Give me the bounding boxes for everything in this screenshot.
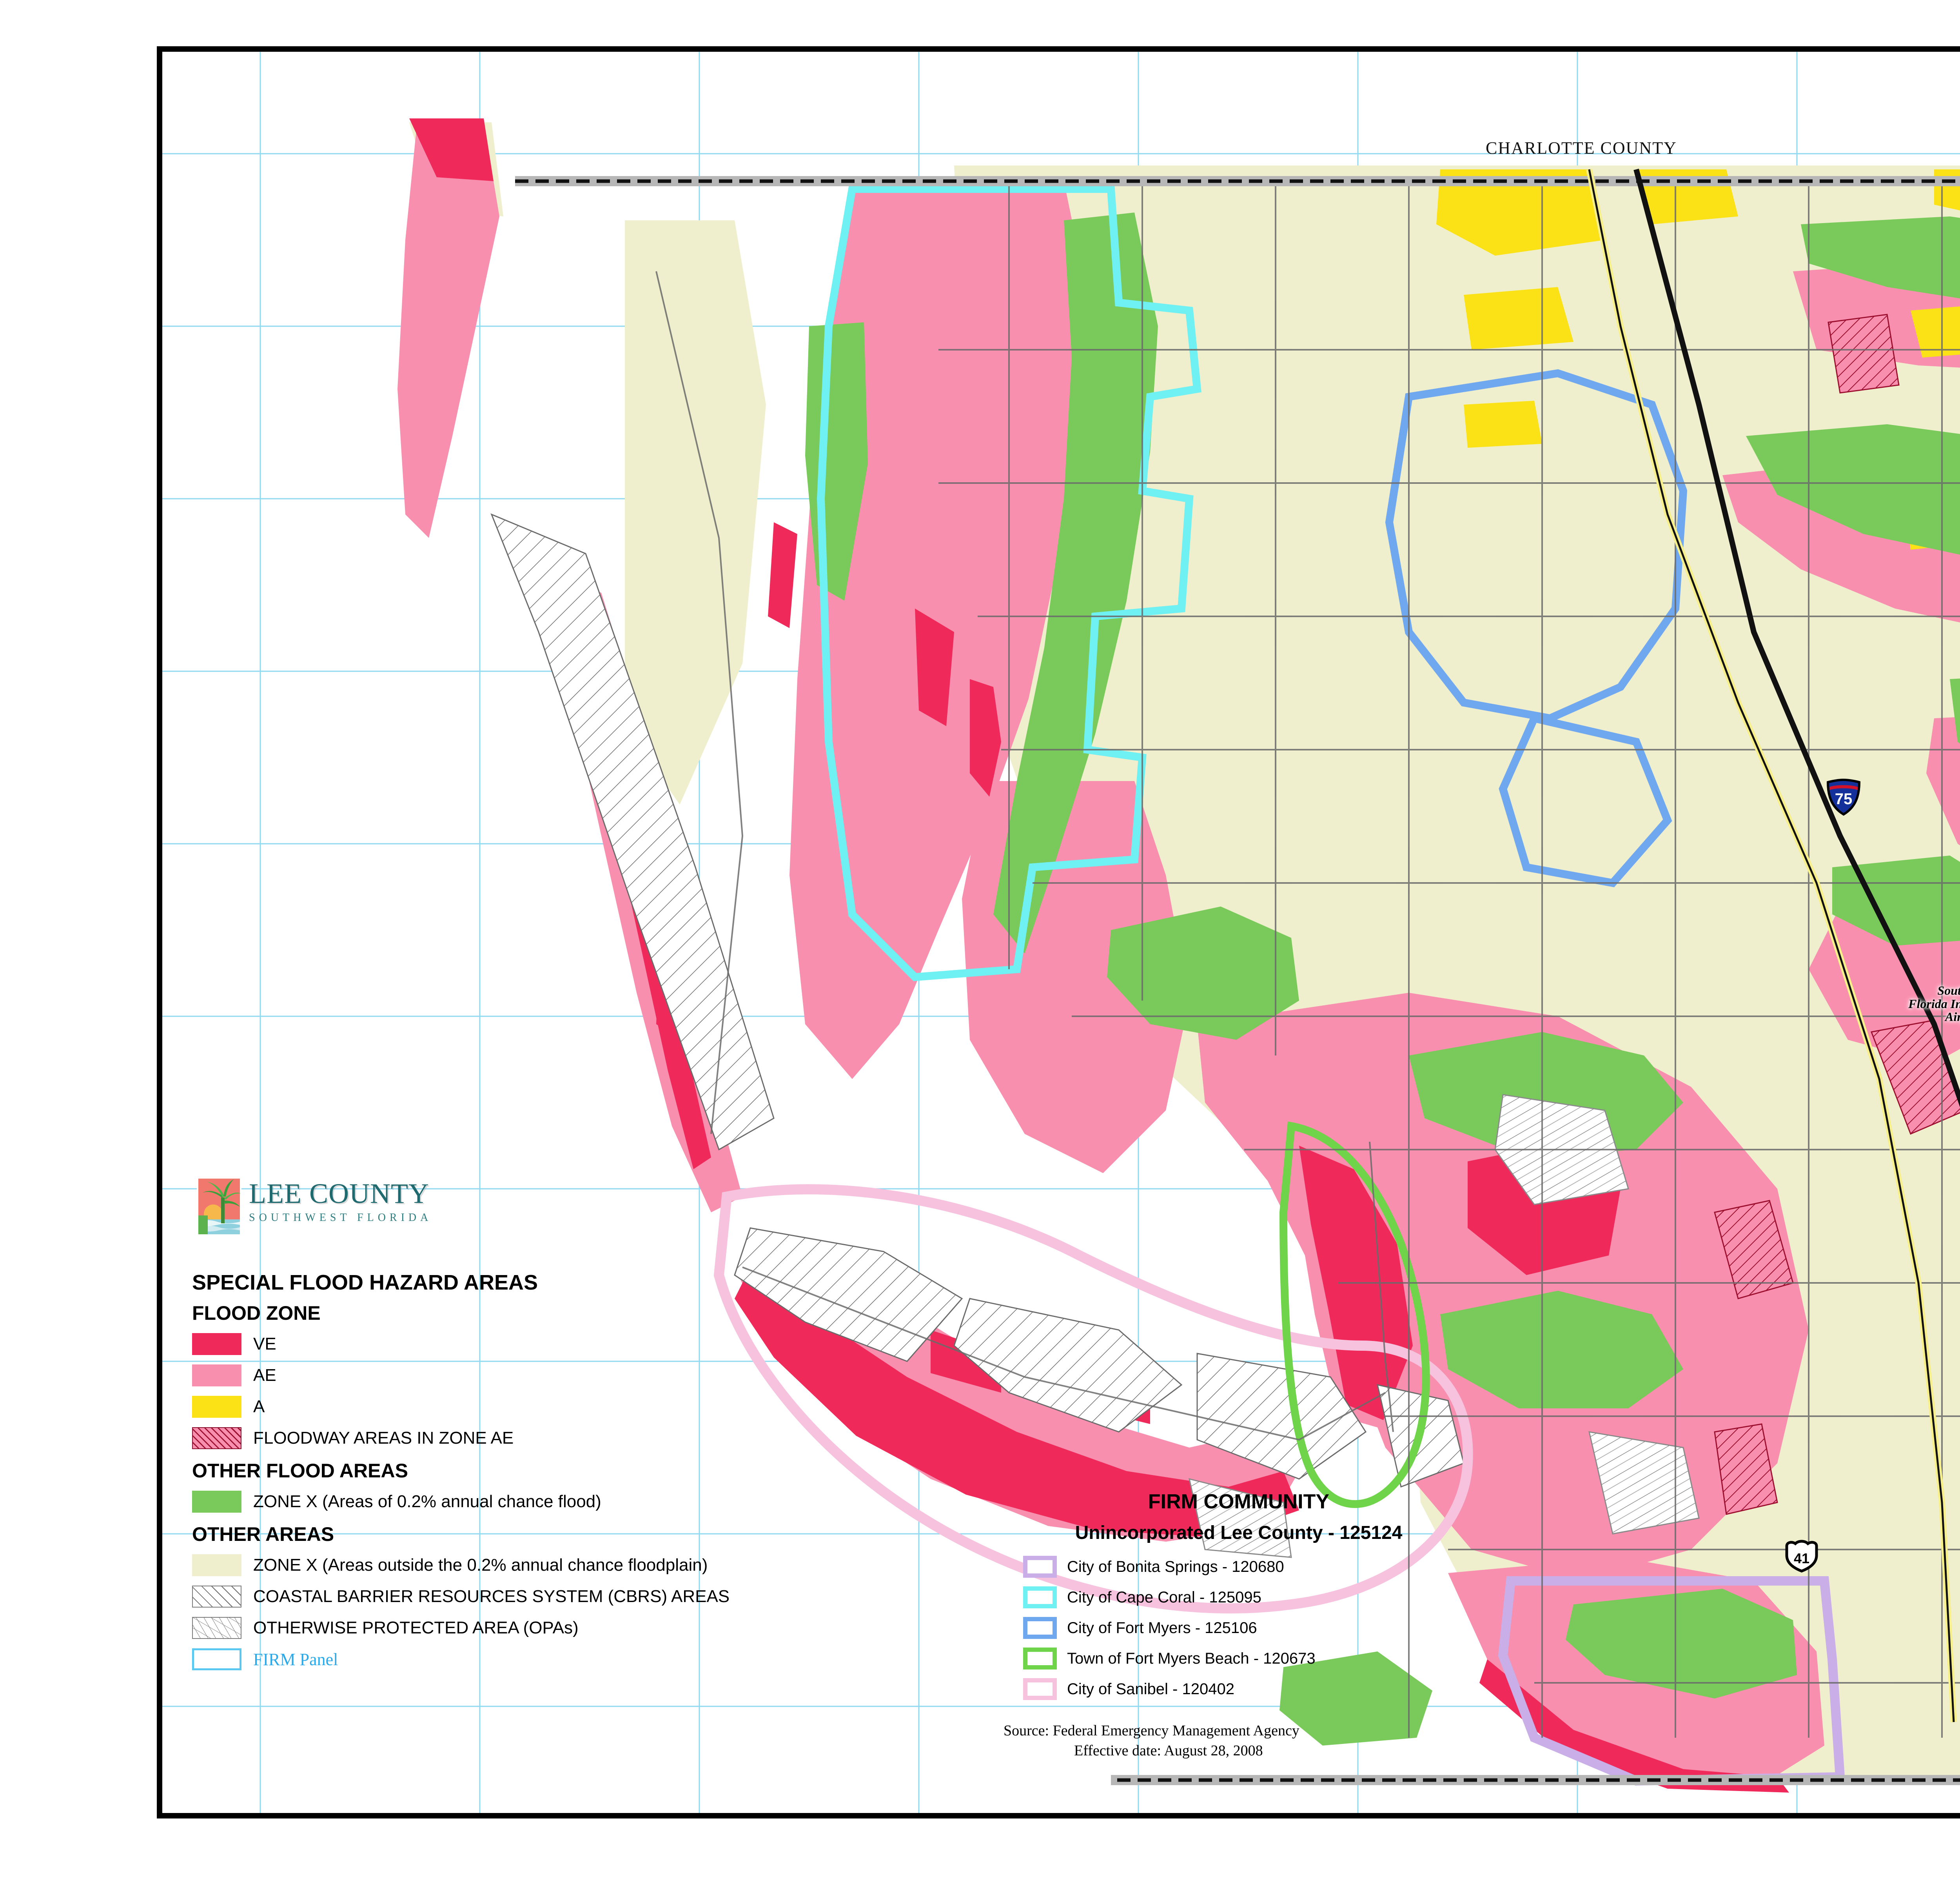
us-41-shield-icon: 41 xyxy=(1784,1539,1820,1575)
legend-item-firm-panel[interactable]: FIRM Panel xyxy=(192,1645,937,1673)
community-item-bonita-springs[interactable]: City of Bonita Springs - 120680 xyxy=(964,1552,1513,1581)
palm-tree-logo-icon xyxy=(197,1177,241,1236)
legend-label-firm-panel: FIRM Panel xyxy=(253,1649,338,1669)
lee-county-logo: LEE COUNTY SOUTHWEST FLORIDA xyxy=(196,1176,439,1255)
floodway-areas xyxy=(1714,314,1960,1515)
community-item-sanibel[interactable]: City of Sanibel - 120402 xyxy=(964,1675,1513,1704)
legend-label-ae: AE xyxy=(253,1366,276,1385)
swatch-firm-panel xyxy=(192,1648,241,1670)
cbrs-areas xyxy=(490,513,1465,1488)
label-charlotte-county: CHARLOTTE COUNTY xyxy=(1486,138,1677,158)
firm-community-panel: FIRM COMMUNITY Unincorporated Lee County… xyxy=(964,1490,1513,1761)
fort-myers-boundary xyxy=(1385,369,1688,723)
community-item-fort-myers[interactable]: City of Fort Myers - 125106 xyxy=(964,1613,1513,1642)
source-block: Source: Federal Emergency Management Age… xyxy=(964,1721,1513,1761)
interstate-75-shield-icon: 75 xyxy=(1825,778,1862,818)
effective-date-line: Effective date: August 28, 2008 xyxy=(1074,1742,1263,1759)
community-label-fort-myers: City of Fort Myers - 125106 xyxy=(1067,1619,1257,1637)
swatch-zone-x-open xyxy=(192,1554,241,1576)
flood-zone-map[interactable] xyxy=(162,52,1960,1813)
logo-name: LEE COUNTY xyxy=(249,1178,429,1209)
legend-item-floodway[interactable]: FLOODWAY AREAS IN ZONE AE xyxy=(192,1424,937,1452)
legend-header-flood-zone: FLOOD ZONE xyxy=(192,1302,321,1324)
legend-item-opa[interactable]: OTHERWISE PROTECTED AREA (OPAs) xyxy=(192,1614,937,1642)
legend-item-a[interactable]: A xyxy=(192,1393,937,1421)
legend-item-ve[interactable]: VE xyxy=(192,1330,937,1358)
us-41-line xyxy=(1588,169,1955,1722)
firm-community-title: FIRM COMMUNITY xyxy=(1148,1490,1330,1513)
label-southwest-florida-international-airport: SouthwestFlorida InternationalAirport xyxy=(1908,983,1960,1024)
sanibel-boundary xyxy=(713,1184,1473,1614)
swatch-sanibel xyxy=(1023,1678,1057,1700)
swatch-opa xyxy=(192,1617,241,1639)
swatch-zone-x-shaded xyxy=(192,1491,241,1513)
swatch-ae xyxy=(192,1364,241,1386)
legend-label-floodway: FLOODWAY AREAS IN ZONE AE xyxy=(253,1428,514,1448)
legend-label-zone-x-open: ZONE X (Areas outside the 0.2% annual ch… xyxy=(253,1555,708,1575)
swatch-fort-myers xyxy=(1023,1617,1057,1639)
firm-community-primary: Unincorporated Lee County - 125124 xyxy=(1075,1522,1403,1543)
swatch-ve xyxy=(192,1333,241,1355)
legend-item-zone-x-open[interactable]: ZONE X (Areas outside the 0.2% annual ch… xyxy=(192,1551,937,1579)
swatch-cbrs xyxy=(192,1586,241,1608)
legend-header-special-flood-hazard-areas: SPECIAL FLOOD HAZARD AREAS xyxy=(192,1271,538,1294)
legend-header-other-flood-areas: OTHER FLOOD AREAS xyxy=(192,1460,408,1482)
legend-label-opa: OTHERWISE PROTECTED AREA (OPAs) xyxy=(253,1618,579,1637)
community-label-sanibel: City of Sanibel - 120402 xyxy=(1067,1680,1234,1698)
community-label-fort-myers-beach: Town of Fort Myers Beach - 120673 xyxy=(1067,1649,1316,1667)
svg-text:75: 75 xyxy=(1835,790,1853,808)
community-item-fort-myers-beach[interactable]: Town of Fort Myers Beach - 120673 xyxy=(964,1644,1513,1673)
community-label-bonita-springs: City of Bonita Springs - 120680 xyxy=(1067,1558,1284,1575)
swatch-a xyxy=(192,1396,241,1418)
svg-text:41: 41 xyxy=(1794,1550,1809,1566)
legend-label-cbrs: COASTAL BARRIER RESOURCES SYSTEM (CBRS) … xyxy=(253,1587,730,1606)
swatch-floodway xyxy=(192,1427,241,1449)
legend-item-ae[interactable]: AE xyxy=(192,1361,937,1390)
community-label-cape-coral: City of Cape Coral - 125095 xyxy=(1067,1588,1261,1606)
source-line: Source: Federal Emergency Management Age… xyxy=(1004,1722,1299,1739)
legend-item-cbrs[interactable]: COASTAL BARRIER RESOURCES SYSTEM (CBRS) … xyxy=(192,1582,937,1611)
map-canvas[interactable] xyxy=(162,52,1960,1813)
map-legend: SPECIAL FLOOD HAZARD AREAS FLOOD ZONE VE… xyxy=(192,1270,937,1677)
logo-subtitle: SOUTHWEST FLORIDA xyxy=(249,1212,432,1224)
legend-label-ve: VE xyxy=(253,1334,276,1353)
legend-label-a: A xyxy=(253,1397,265,1416)
community-item-cape-coral[interactable]: City of Cape Coral - 125095 xyxy=(964,1583,1513,1612)
interstate-75-line xyxy=(1633,169,1960,1108)
swatch-bonita-springs xyxy=(1023,1556,1057,1578)
road-network xyxy=(655,185,1960,1738)
legend-header-other-areas: OTHER AREAS xyxy=(192,1523,334,1545)
swatch-cape-coral xyxy=(1023,1586,1057,1608)
opa-areas xyxy=(1189,1094,1700,1558)
legend-label-zone-x-shaded: ZONE X (Areas of 0.2% annual chance floo… xyxy=(253,1492,601,1511)
legend-item-zone-x-shaded[interactable]: ZONE X (Areas of 0.2% annual chance floo… xyxy=(192,1488,937,1516)
swatch-fort-myers-beach xyxy=(1023,1648,1057,1669)
